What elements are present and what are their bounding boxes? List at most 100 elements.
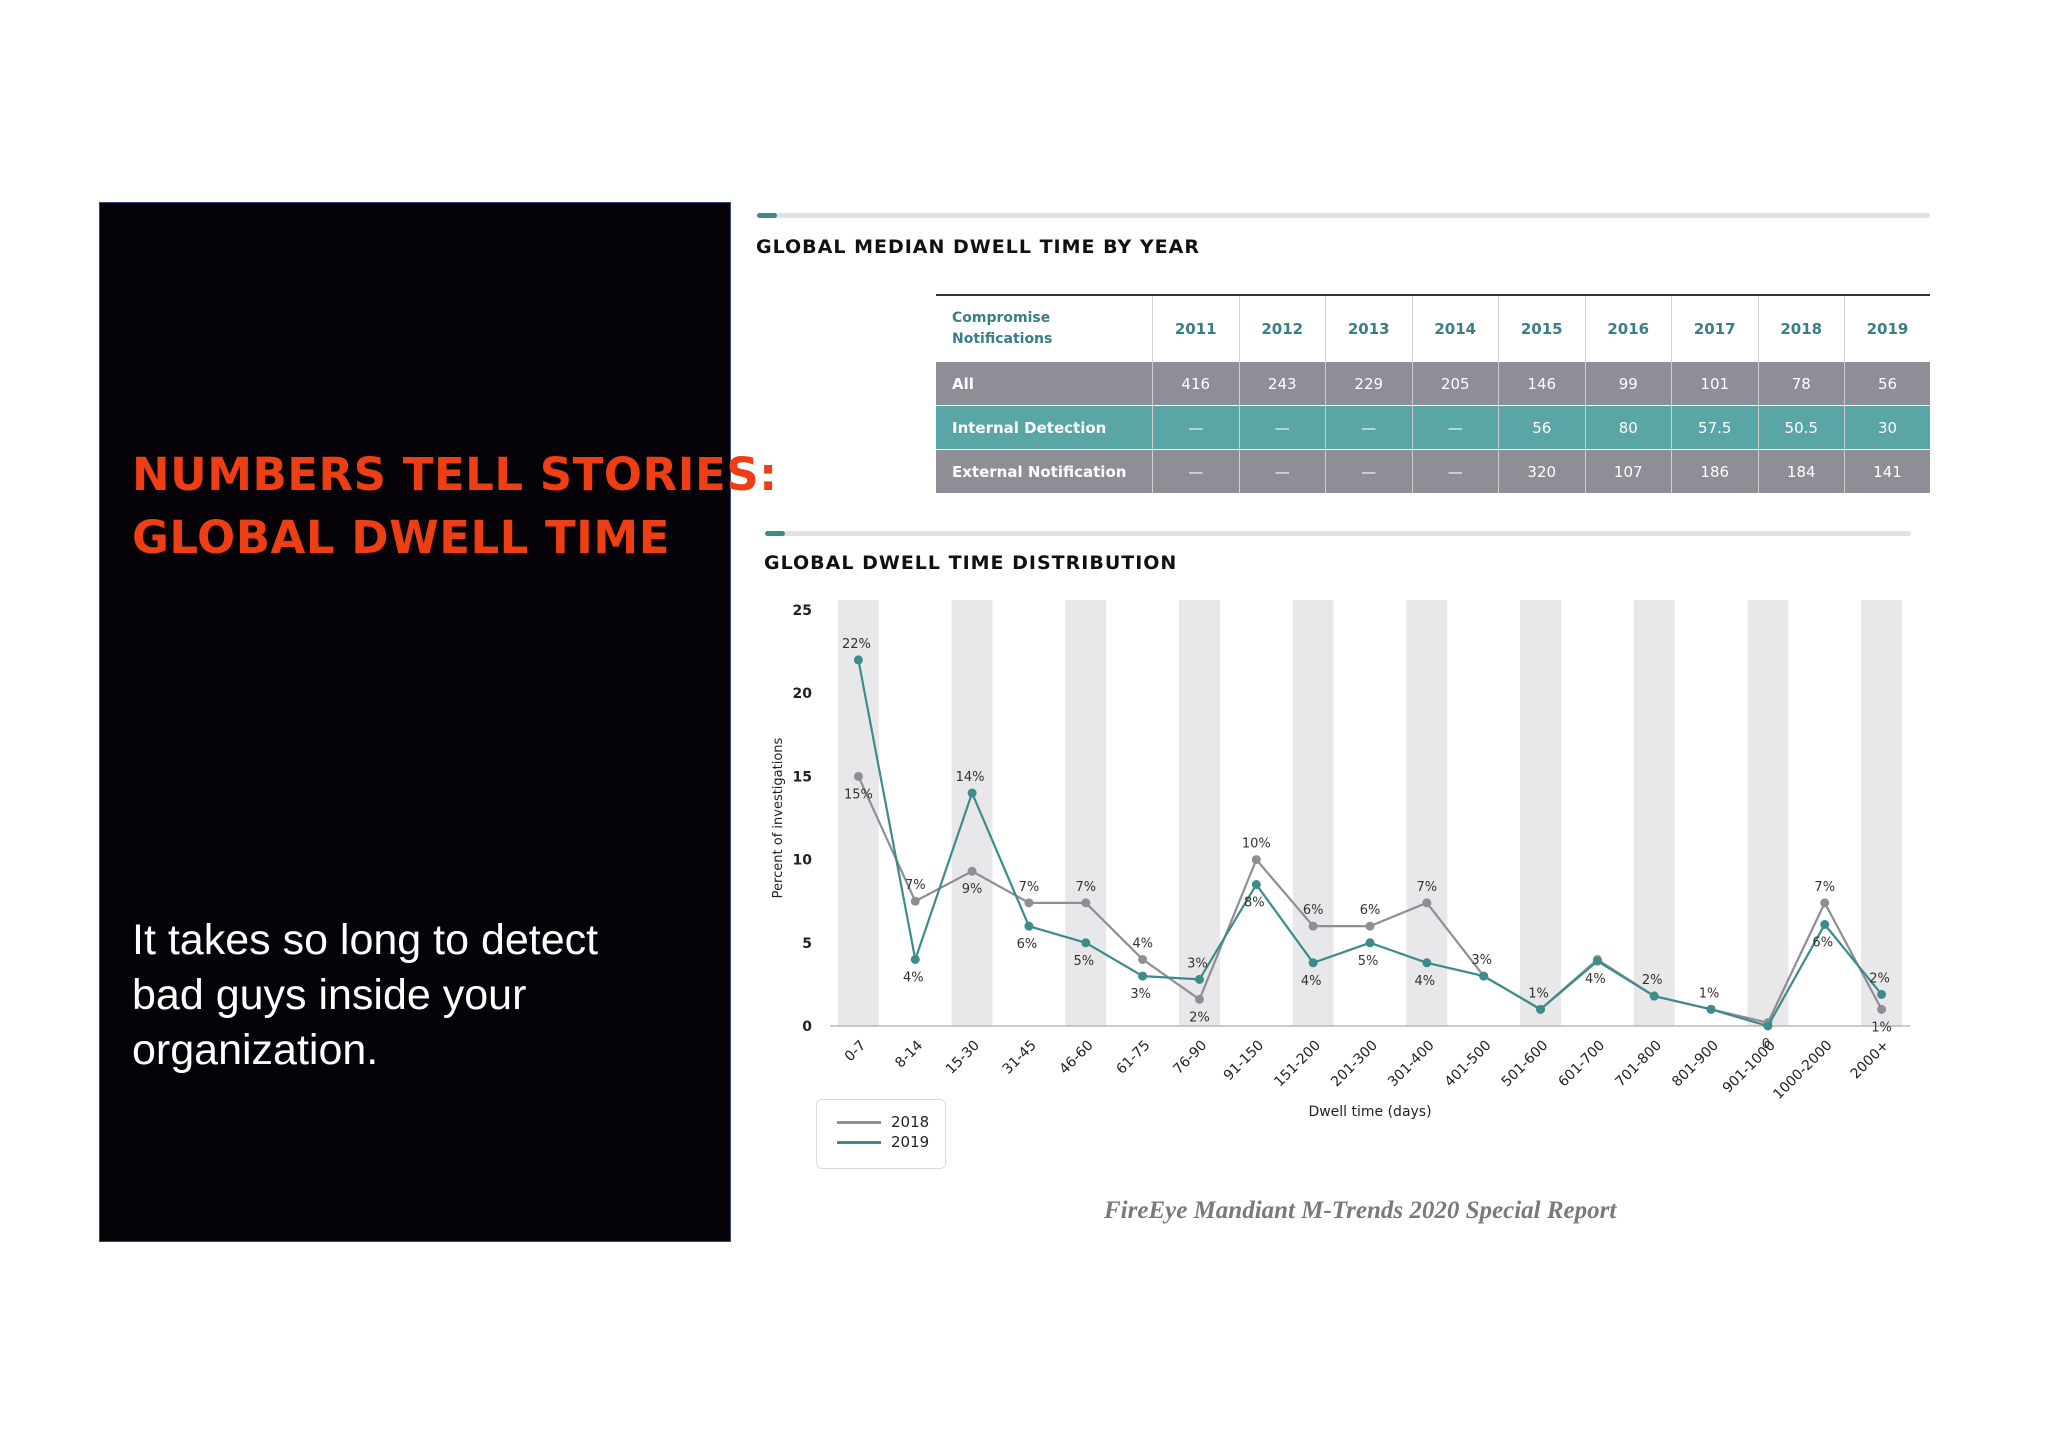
data-point-2019 — [1422, 958, 1432, 968]
data-point-2019 — [1763, 1021, 1773, 1031]
table-cell: 56 — [1844, 362, 1930, 406]
chart-band — [1520, 600, 1561, 1026]
legend-item-2019: 2019 — [837, 1132, 945, 1152]
table-cell: — — [1325, 405, 1412, 450]
legend-swatch-2018 — [837, 1120, 881, 1124]
data-label-2019: 1% — [1528, 986, 1549, 1001]
chart-band — [1861, 600, 1903, 1026]
chart-band — [1747, 600, 1789, 1026]
headline-line-1: NUMBERS TELL STORIES: — [132, 448, 778, 501]
year-header: 2012 — [1238, 294, 1326, 362]
y-tick-label: 0 — [802, 1019, 812, 1035]
data-point-2018 — [1251, 855, 1261, 865]
data-point-2019 — [1308, 958, 1318, 968]
data-point-2018 — [1365, 921, 1375, 931]
x-tick-label: 0-7 — [842, 1038, 869, 1065]
y-tick-label: 5 — [802, 936, 812, 952]
table-cell: 186 — [1671, 449, 1758, 493]
data-label-2019: 0 — [1762, 1037, 1770, 1052]
y-tick-label: 10 — [793, 853, 813, 869]
data-point-2018 — [1194, 994, 1204, 1004]
data-label-2019: 5% — [1073, 954, 1094, 969]
table-cell: — — [1152, 405, 1239, 450]
year-header: 2017 — [1671, 294, 1758, 362]
data-point-2018 — [1820, 898, 1830, 908]
chart-band — [1633, 600, 1675, 1026]
legend-item-2018: 2018 — [837, 1112, 945, 1132]
year-header: 2011 — [1152, 294, 1239, 362]
data-label-2019: 3% — [1187, 956, 1208, 971]
data-point-2018 — [1877, 1004, 1887, 1014]
data-label-2019: 3% — [1130, 987, 1151, 1002]
table-cell: — — [1238, 449, 1326, 493]
table-cell: 184 — [1757, 449, 1845, 493]
source-citation: FireEye Mandiant M-Trends 2020 Special R… — [1104, 1197, 1617, 1224]
dwell-time-table: Compromise Notifications 2011 2012 2013 … — [936, 294, 1930, 493]
chart-divider — [765, 531, 1911, 536]
data-label-2019: 4% — [1301, 974, 1322, 989]
data-point-2019 — [1081, 938, 1091, 948]
data-label-2018: 7% — [905, 878, 926, 893]
chart-title: GLOBAL DWELL TIME DISTRIBUTION — [764, 552, 1178, 574]
x-tick-label: 201-300 — [1328, 1038, 1381, 1091]
table-cell: 57.5 — [1671, 405, 1758, 450]
data-point-2019 — [1194, 974, 1204, 984]
data-label-2019: 5% — [1358, 954, 1379, 969]
data-label-2019: 22% — [842, 637, 871, 652]
data-point-2019 — [1820, 919, 1830, 929]
table-cell: 146 — [1498, 362, 1585, 406]
subtext: It takes so long to detect bad guys insi… — [132, 916, 599, 1074]
data-label-2019: 1% — [1699, 986, 1720, 1001]
table-cell: 320 — [1498, 449, 1585, 493]
data-point-2018 — [853, 771, 863, 781]
data-point-2019 — [1479, 971, 1489, 981]
data-point-2019 — [853, 655, 863, 665]
table-title: GLOBAL MEDIAN DWELL TIME BY YEAR — [756, 236, 1200, 258]
table-row-all: All 416 243 229 205 146 99 101 78 56 — [936, 362, 1930, 406]
data-point-2018 — [967, 866, 977, 876]
x-tick-label: 2000+ — [1848, 1038, 1893, 1083]
data-label-2019: 4% — [1585, 972, 1606, 987]
data-label-2018: 7% — [1019, 880, 1040, 895]
year-header: 2015 — [1498, 294, 1585, 362]
data-point-2019 — [1877, 989, 1887, 999]
chart-band — [837, 600, 879, 1026]
table-cell: 78 — [1757, 362, 1845, 406]
table-cell: — — [1238, 405, 1326, 450]
table-cell: — — [1411, 449, 1499, 493]
data-point-2018 — [1422, 898, 1432, 908]
y-tick-label: 15 — [793, 769, 812, 785]
chart-divider-accent — [765, 531, 785, 536]
table-cell: 205 — [1411, 362, 1499, 406]
legend-label-2018: 2018 — [891, 1113, 930, 1131]
headline-line-2: GLOBAL DWELL TIME — [132, 511, 670, 564]
chart-band — [1406, 600, 1448, 1026]
data-point-2019 — [1365, 938, 1375, 948]
data-label-2019: 4% — [903, 970, 924, 985]
table-cell: 99 — [1584, 362, 1672, 406]
data-label-2019: 14% — [956, 770, 985, 785]
table-row-internal: Internal Detection — — — — 56 80 57.5 50… — [936, 405, 1930, 450]
x-tick-label: 501-600 — [1499, 1038, 1552, 1091]
legend-swatch-2019 — [837, 1140, 881, 1144]
table-cell: 101 — [1671, 362, 1758, 406]
table-cell: 416 — [1152, 362, 1239, 406]
data-point-2019 — [1024, 921, 1034, 931]
table-header-row: Compromise Notifications 2011 2012 2013 … — [936, 294, 1930, 362]
year-header: 2019 — [1844, 294, 1930, 362]
x-tick-label: 401-500 — [1442, 1038, 1495, 1091]
data-point-2019 — [967, 788, 977, 798]
title-panel: NUMBERS TELL STORIES: GLOBAL DWELL TIME … — [99, 202, 777, 1242]
headline: NUMBERS TELL STORIES: GLOBAL DWELL TIME — [132, 443, 778, 569]
x-tick-label: 601-700 — [1556, 1038, 1609, 1091]
x-tick-label: 61-75 — [1113, 1038, 1153, 1078]
x-tick-label: 1000-2000 — [1770, 1038, 1835, 1103]
data-label-2018: 9% — [962, 882, 983, 897]
data-point-2019 — [1251, 880, 1261, 890]
table-cell: 243 — [1238, 362, 1326, 406]
table-row-external: External Notification — — — — 320 107 18… — [936, 449, 1930, 493]
table-cell: — — [1411, 405, 1499, 450]
data-label-2018: 4% — [1132, 936, 1153, 951]
table-cell: 30 — [1844, 405, 1930, 450]
data-point-2019 — [1649, 991, 1659, 1001]
